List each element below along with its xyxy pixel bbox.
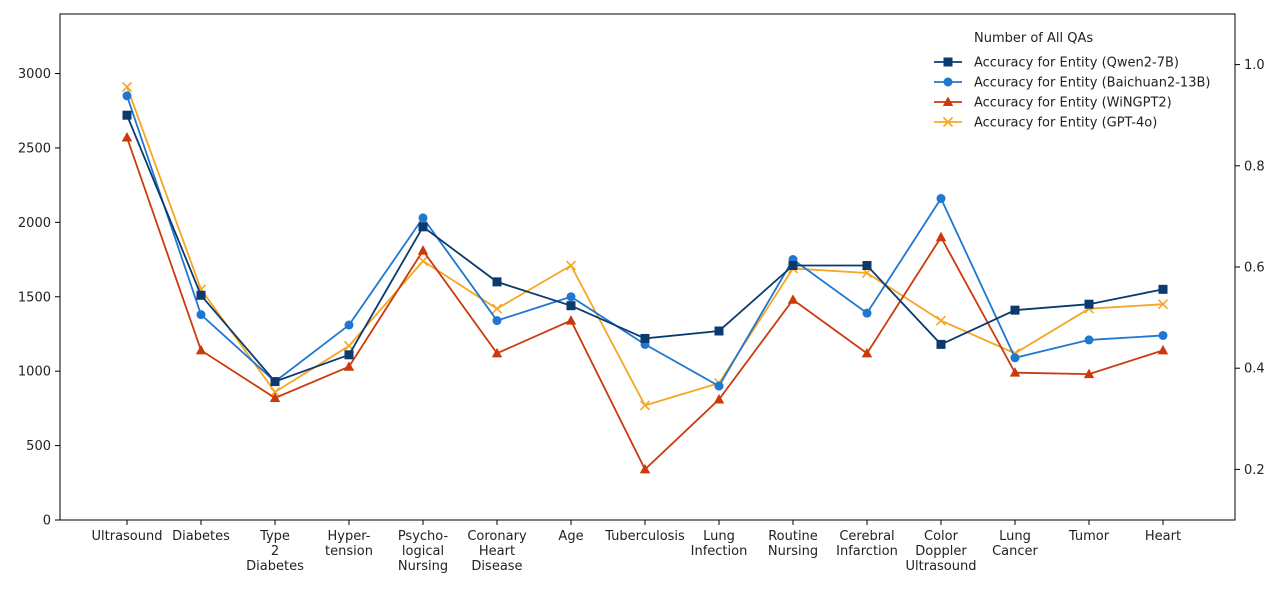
- data-point: [344, 350, 354, 360]
- data-point: [935, 231, 947, 242]
- x-axis-tick-label: Age: [558, 529, 583, 544]
- data-point: [270, 377, 280, 387]
- data-point: [862, 261, 872, 271]
- data-point: [417, 245, 429, 255]
- legend-entry: Accuracy for Entity (GPT-4o): [934, 116, 1157, 131]
- legend-label: Accuracy for Entity (GPT-4o): [974, 116, 1157, 131]
- data-point: [713, 393, 725, 404]
- x-axis-tick-label: Psycho-logical Nursing: [398, 529, 449, 574]
- series-1: [122, 91, 1168, 391]
- data-point: [639, 400, 651, 411]
- x-axis-tick-label: Type 2 Diabetes: [246, 529, 304, 574]
- data-point: [714, 381, 724, 391]
- series-0: [122, 110, 1168, 387]
- data-point: [269, 392, 281, 402]
- left-axis-tick-label: 500: [26, 439, 51, 454]
- left-axis-tick-label: 1500: [18, 290, 51, 305]
- series-2: [121, 132, 1169, 474]
- x-axis-tick-label: Tuberculosis: [604, 529, 685, 544]
- legend-entry: Accuracy for Entity (Baichuan2-13B): [934, 76, 1210, 91]
- right-axis-tick-label: 0.8: [1244, 159, 1265, 174]
- left-axis-tick-label: 0: [43, 514, 51, 529]
- x-axis-tick-label: Lung Cancer: [992, 529, 1038, 559]
- data-point: [121, 81, 133, 92]
- data-point: [565, 315, 577, 325]
- legend-marker: [943, 77, 953, 87]
- x-axis-tick-label: Cerebral Infarction: [836, 529, 898, 559]
- data-point: [1157, 344, 1169, 355]
- left-axis-tick-label: 2500: [18, 141, 51, 156]
- series-3: [121, 81, 1169, 411]
- data-point: [640, 333, 650, 343]
- x-axis-tick-label: Diabetes: [172, 529, 230, 544]
- data-point: [787, 294, 799, 304]
- left-axis-tick-label: 1000: [18, 365, 51, 380]
- legend-marker: [943, 57, 953, 67]
- data-point: [122, 91, 132, 101]
- data-point: [566, 301, 576, 311]
- data-point: [195, 344, 207, 355]
- data-point: [1084, 299, 1094, 309]
- data-point: [862, 308, 872, 318]
- x-axis-tick-label: Lung Infection: [691, 529, 748, 559]
- legend-marker: [942, 116, 954, 128]
- data-point: [417, 255, 429, 267]
- data-point: [1157, 299, 1169, 310]
- x-axis-tick-label: Heart: [1145, 529, 1181, 544]
- legend-label: Accuracy for Entity (Qwen2-7B): [974, 56, 1179, 71]
- legend-marker: [942, 96, 954, 106]
- data-point: [1010, 305, 1020, 315]
- x-axis-tick-label: Tumor: [1068, 529, 1110, 544]
- legend-label: Accuracy for Entity (Baichuan2-13B): [974, 76, 1210, 91]
- data-point: [1083, 368, 1095, 379]
- data-point: [491, 303, 503, 314]
- data-point: [491, 347, 503, 358]
- right-axis-tick-label: 0.2: [1244, 463, 1265, 478]
- legend-label: Accuracy for Entity (WiNGPT2): [974, 96, 1172, 111]
- data-point: [639, 463, 651, 474]
- data-point: [492, 277, 502, 287]
- data-point: [1158, 284, 1168, 294]
- data-point: [935, 315, 947, 326]
- data-point: [566, 292, 576, 302]
- data-point: [788, 261, 798, 271]
- legend-title: Number of All QAs: [974, 31, 1093, 46]
- data-point: [936, 339, 946, 349]
- right-axis-tick-label: 1.0: [1244, 58, 1265, 73]
- data-point: [714, 326, 724, 336]
- series-line: [126, 137, 1164, 471]
- right-axis-tick-label: 0.6: [1244, 261, 1265, 276]
- x-axis-tick-label: Ultrasound: [92, 529, 163, 544]
- data-point: [121, 132, 133, 142]
- legend-entry: Accuracy for Entity (WiNGPT2): [934, 96, 1172, 111]
- x-axis-tick-label: Coronary Heart Disease: [467, 529, 527, 574]
- data-point: [1158, 330, 1168, 340]
- data-point: [1010, 353, 1020, 363]
- legend-entry: Accuracy for Entity (Qwen2-7B): [934, 56, 1179, 71]
- left-axis-tick-label: 2000: [18, 216, 51, 231]
- data-point: [565, 260, 577, 271]
- data-point: [344, 320, 354, 330]
- right-axis-tick-label: 0.4: [1244, 362, 1265, 377]
- data-point: [196, 290, 206, 300]
- data-point: [122, 110, 132, 120]
- x-axis-tick-label: Routine Nursing: [768, 529, 818, 559]
- data-point: [936, 194, 946, 204]
- x-axis-tick-label: Color Doppler Ultrasound: [906, 529, 977, 574]
- data-point: [492, 316, 502, 326]
- data-point: [343, 361, 355, 371]
- data-point: [1009, 367, 1021, 377]
- data-point: [196, 310, 206, 320]
- data-point: [861, 347, 873, 358]
- data-point: [418, 213, 428, 223]
- left-axis-tick-label: 3000: [18, 67, 51, 82]
- data-point: [418, 222, 428, 232]
- data-point: [1084, 335, 1094, 345]
- x-axis-tick-label: Hyper-tension: [325, 529, 373, 559]
